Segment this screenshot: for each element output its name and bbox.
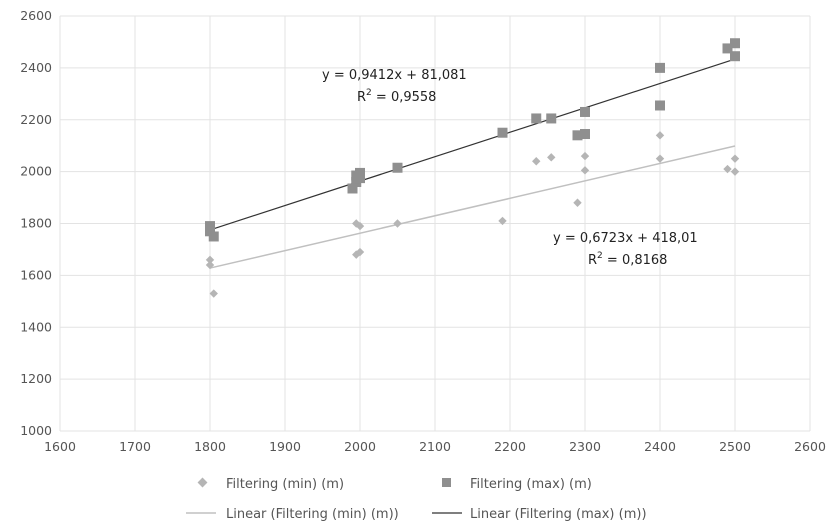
max-point-14: [580, 106, 590, 117]
x-axis-tick-labels: 1600 1700 1800 1900 2000 2100 2200 2300 2400 2500…: [44, 439, 826, 454]
max-point-12: [572, 130, 583, 141]
max-point-16: [655, 62, 665, 73]
legend-diamond-marker: [197, 477, 208, 488]
legend: Filtering (min) (m) Filtering (max) (m) …: [186, 477, 647, 522]
y-tick-label-4: 1800: [20, 216, 52, 231]
x-tick-label-7: 2300: [569, 439, 601, 454]
max-point-11: [546, 113, 557, 124]
y-tick-label-3: 1600: [20, 267, 52, 282]
min-point-6: [355, 221, 365, 231]
min-point-5: [352, 219, 361, 228]
max-point-7: [355, 167, 365, 178]
y-tick-label-8: 2600: [20, 8, 52, 23]
x-tick-label-2: 1800: [194, 439, 226, 454]
r2-max-value: = 0,9558: [372, 90, 437, 105]
max-point-15: [655, 100, 665, 111]
x-tick-label-8: 2400: [644, 439, 676, 454]
r2-min-value: = 0,8168: [603, 253, 668, 268]
legend-item-linear-max: Linear (Filtering (max) (m)): [432, 507, 647, 522]
y-tick-label-5: 2000: [20, 164, 52, 179]
equation-min-label: y = 0,6723x + 418,01: [553, 231, 698, 246]
legend-label-linear-max: Linear (Filtering (max) (m)): [470, 507, 647, 522]
r2-min-sup: 2: [597, 251, 603, 261]
max-point-3: [347, 183, 358, 194]
y-tick-label-0: 1000: [20, 423, 52, 438]
min-point-1: [205, 260, 215, 270]
x-tick-label-10: 2600: [794, 439, 826, 454]
x-tick-label-5: 2100: [419, 439, 451, 454]
r2-max-sup: 2: [366, 88, 372, 98]
min-point-9: [532, 157, 541, 166]
max-point-18: [730, 38, 740, 49]
min-point-18: [730, 154, 740, 163]
y-tick-label-2: 1400: [20, 319, 52, 334]
r2-min-label: R2 = 0,8168: [588, 251, 667, 268]
legend-item-min: Filtering (min) (m): [197, 477, 344, 492]
x-tick-label-1: 1700: [119, 439, 151, 454]
r2-max-label: R2 = 0,9558: [357, 88, 436, 105]
max-point-0: [205, 221, 215, 232]
trendlines: [209, 58, 736, 269]
y-tick-label-7: 2400: [20, 60, 52, 75]
trendline-linear-min: [209, 145, 736, 269]
min-point-16: [723, 164, 732, 174]
max-point-8: [392, 162, 403, 173]
data-points: [205, 38, 740, 298]
min-point-0: [205, 255, 215, 265]
min-point-11: [573, 198, 582, 207]
legend-label-max: Filtering (max) (m): [470, 477, 592, 492]
min-point-12: [580, 166, 590, 175]
min-point-8: [498, 216, 507, 226]
legend-label-linear-min: Linear (Filtering (min) (m)): [226, 507, 399, 522]
legend-item-linear-min: Linear (Filtering (min) (m)): [186, 507, 399, 522]
min-point-17: [730, 167, 740, 176]
trendline-linear-max: [209, 58, 736, 231]
r2-max-prefix: R: [357, 90, 366, 105]
max-point-1: [205, 226, 215, 237]
min-point-7: [393, 219, 402, 228]
min-point-14: [655, 154, 665, 163]
plot-area-grid: [59, 15, 811, 432]
x-tick-label-9: 2500: [719, 439, 751, 454]
min-point-15: [655, 131, 665, 140]
max-point-17: [722, 43, 733, 54]
max-point-2: [208, 231, 219, 242]
x-tick-label-0: 1600: [44, 439, 76, 454]
legend-item-max: Filtering (max) (m): [442, 477, 592, 492]
equation-max-label: y = 0,9412x + 81,081: [322, 68, 467, 83]
y-axis-tick-labels: 1000 1200 1400 1600 1800 2000 2200 2400 2600: [20, 8, 52, 438]
x-tick-label-6: 2200: [494, 439, 526, 454]
max-point-9: [497, 127, 508, 138]
trendline-equation-min: y = 0,6723x + 418,01 R2 = 0,8168: [553, 231, 698, 268]
r2-min-prefix: R: [588, 253, 597, 268]
min-point-10: [547, 153, 556, 162]
y-tick-label-1: 1200: [20, 371, 52, 386]
min-point-2: [209, 289, 218, 298]
legend-square-marker: [442, 478, 451, 487]
y-tick-label-6: 2200: [20, 112, 52, 127]
x-tick-label-4: 2000: [344, 439, 376, 454]
max-point-19: [730, 51, 740, 62]
min-point-4: [355, 247, 365, 257]
x-tick-label-3: 1900: [269, 439, 301, 454]
legend-label-min: Filtering (min) (m): [226, 477, 344, 492]
min-point-13: [580, 151, 590, 161]
max-point-13: [580, 129, 590, 140]
max-point-10: [531, 113, 542, 124]
trendline-equation-max: y = 0,9412x + 81,081 R2 = 0,9558: [322, 68, 467, 105]
